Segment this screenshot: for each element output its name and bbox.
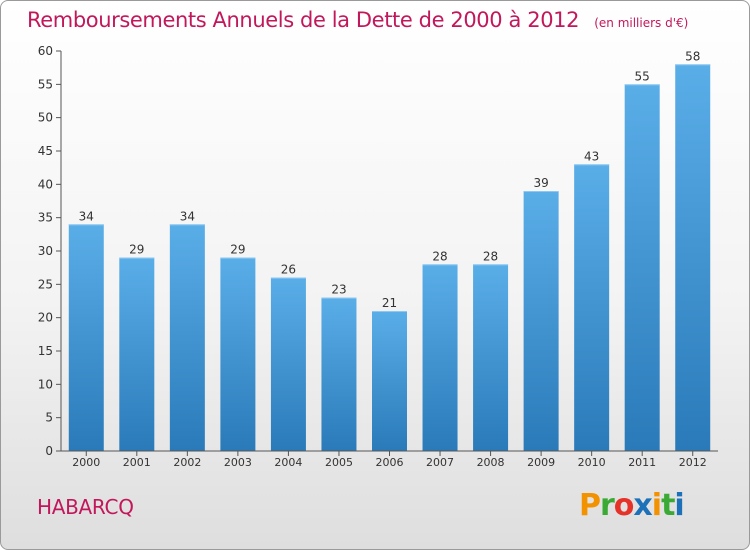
bar[interactable] [169,224,205,451]
x-tick-label: 2012 [679,456,707,469]
bar[interactable] [372,311,407,451]
y-tick-label: 20 [38,311,53,325]
axis-layer: 0 5 10 15 20 25 30 35 40 45 50 55 60 2000 2001 2002 2003… [38,44,718,469]
logo-letter: o [613,488,635,523]
data-label: 58 [685,49,700,63]
bar[interactable] [270,277,306,451]
x-tick-label: 2011 [628,456,656,469]
y-tick-label: 0 [45,444,53,458]
bar[interactable] [68,224,104,451]
logo-letter: P [579,488,601,523]
data-label: 39 [533,176,548,190]
logo-letter: t [661,488,675,523]
logo-letter: x [633,488,652,523]
y-tick-label: 55 [38,77,53,91]
x-tick-label: 2006 [376,456,404,469]
y-tick-label: 40 [38,177,53,191]
y-tick-label: 50 [38,111,53,125]
bar[interactable] [220,257,256,451]
data-label: 23 [331,283,346,297]
bar[interactable] [574,164,610,452]
y-tick-label: 30 [38,244,53,258]
y-tick-label: 35 [38,211,53,225]
bar[interactable] [422,264,458,451]
data-label: 34 [180,209,195,223]
proxiti-logo[interactable]: Proxiti [579,488,685,523]
bar[interactable] [675,64,711,452]
bars-layer: 34 29 34 29 26 23 21 28 28 39 43 55 58 [68,49,711,452]
y-tick-label: 45 [38,144,53,158]
bar[interactable] [119,257,155,451]
logo-letter: i [674,488,684,523]
y-tick-label: 15 [38,344,53,358]
data-label: 43 [584,149,599,163]
y-tick-label: 10 [38,377,53,391]
data-label: 55 [635,69,650,83]
chart-title: Remboursements Annuels de la Dette de 20… [27,8,580,32]
bar[interactable] [624,84,660,451]
data-label: 29 [230,243,245,257]
chart-unit: (en milliers d'€) [594,16,689,30]
logo-letter: i [651,488,662,523]
data-label: 26 [281,263,296,277]
chart-title-block: Remboursements Annuels de la Dette de 20… [27,8,688,32]
data-label: 21 [382,296,397,310]
data-label: 34 [79,209,94,223]
bar[interactable] [321,297,357,451]
x-tick-label: 2003 [224,456,252,469]
x-tick-label: 2002 [173,456,201,469]
bar[interactable] [523,191,559,451]
data-label: 28 [432,249,447,263]
x-tick-label: 2004 [274,456,302,469]
commune-name: HABARCQ [37,495,134,519]
y-tick-label: 60 [38,44,53,58]
x-tick-label: 2009 [527,456,555,469]
x-tick-label: 2008 [477,456,505,469]
x-tick-label: 2000 [72,456,100,469]
y-tick-label: 5 [45,411,53,425]
logo-letter: r [600,488,615,523]
x-tick-label: 2001 [123,456,151,469]
data-label: 29 [129,243,144,257]
bar[interactable] [473,264,509,451]
y-tick-label: 25 [38,277,53,291]
x-tick-label: 2005 [325,456,353,469]
data-label: 28 [483,249,498,263]
x-tick-label: 2007 [426,456,454,469]
x-tick-label: 2010 [578,456,606,469]
